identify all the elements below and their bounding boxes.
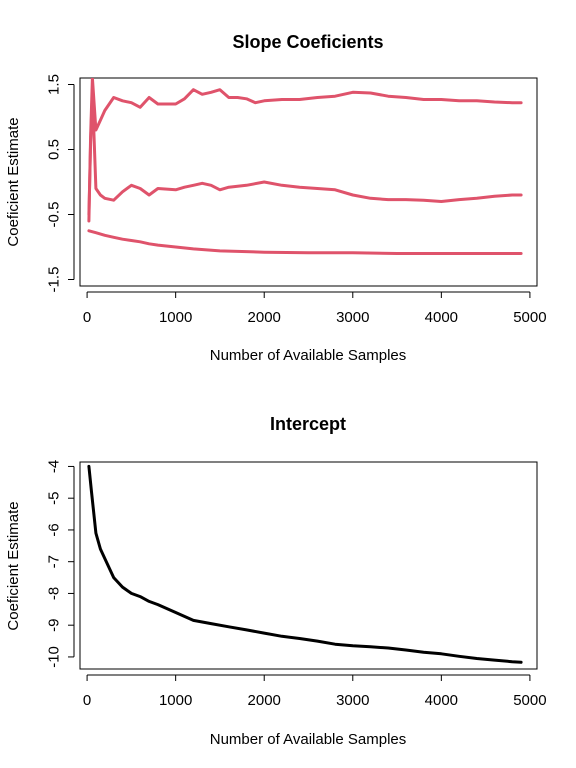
- y-tick-label: -8: [46, 587, 63, 600]
- x-tick-label: 4000: [425, 309, 458, 326]
- x-tick-label: 3000: [336, 309, 369, 326]
- series-lines: [87, 464, 523, 664]
- x-tick-label: 5000: [513, 309, 546, 326]
- y-axis: -1.5 -0.5 0.5 1.5: [46, 74, 75, 292]
- x-tick-label: 2000: [248, 692, 281, 709]
- intercept-chart: Intercept 0 1000 2000 3000 4000 5000 -10-9-8-…: [5, 414, 547, 748]
- x-axis-label: Number of Available Samples: [210, 347, 407, 364]
- y-tick-label: 1.5: [46, 74, 63, 95]
- x-tick-label: 1000: [159, 692, 192, 709]
- x-tick-label: 2000: [248, 309, 281, 326]
- x-axis-label: Number of Available Samples: [210, 731, 407, 748]
- series-line-2: [87, 89, 523, 216]
- y-tick-label: -10: [46, 646, 63, 668]
- y-tick-label: -4: [46, 460, 63, 473]
- x-axis: 0 1000 2000 3000 4000 5000: [83, 674, 547, 709]
- y-tick-label: -1.5: [46, 267, 63, 293]
- x-tick-label: 5000: [513, 692, 546, 709]
- y-tick-label: -9: [46, 619, 63, 632]
- x-tick-label: 3000: [336, 692, 369, 709]
- series-line-3: [87, 229, 523, 255]
- plot-frame: [79, 77, 538, 287]
- x-tick-label: 0: [83, 309, 91, 326]
- y-tick-label: 0.5: [46, 139, 63, 160]
- series-line-1: [87, 464, 523, 664]
- x-tick-label: 1000: [159, 309, 192, 326]
- x-axis: 0 1000 2000 3000 4000 5000: [83, 291, 547, 326]
- y-tick-label: -7: [46, 555, 63, 568]
- y-axis-label: Coeficient Estimate: [5, 501, 22, 630]
- plot-frame: [79, 461, 538, 670]
- series-lines: [87, 78, 523, 255]
- slope-chart: Slope Coeficients 0 1000 2000 3000 4000 5000 …: [5, 32, 547, 364]
- y-tick-label: -6: [46, 523, 63, 536]
- x-tick-label: 0: [83, 692, 91, 709]
- y-axis: -10 -9 -8 -7 -6 -5 -4: [46, 460, 75, 668]
- series-line-1: [87, 78, 523, 223]
- x-tick-label: 4000: [425, 692, 458, 709]
- chart-title: Slope Coeficients: [232, 32, 383, 52]
- y-axis-label: Coeficient Estimate: [5, 117, 22, 246]
- y-tick-label: -5: [46, 492, 63, 505]
- y-tick-label: -0.5: [46, 202, 63, 228]
- chart-title: Intercept: [270, 414, 346, 434]
